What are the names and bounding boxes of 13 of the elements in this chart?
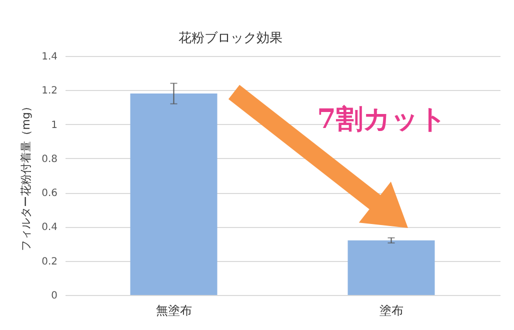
y-tick-label: 1.4 [42,52,58,62]
y-axis-title: フィルター花粉付着量（mg） [20,101,33,251]
y-tick-label: 0 [51,290,58,302]
y-tick-label: 0.8 [42,154,58,165]
y-tick-label: 0.2 [42,256,58,268]
y-tick-label: 1.2 [42,86,58,97]
y-tick-label: 0.6 [42,188,58,200]
y-tick-label: 1 [51,120,58,131]
y-tick-label: 0.4 [42,222,58,234]
x-tick-label: 塗布 [379,304,404,318]
chart-title: 花粉ブロック効果 [178,31,282,46]
annotation: 7割カット [317,104,447,135]
x-tick-label: 無塗布 [156,304,192,318]
